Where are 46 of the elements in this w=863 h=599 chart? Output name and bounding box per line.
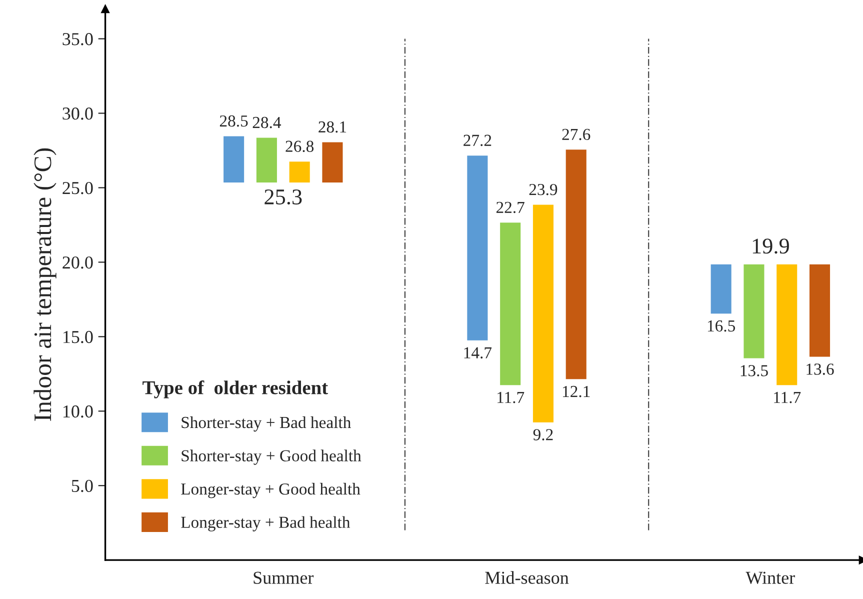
annotation: 25.3 xyxy=(264,190,302,205)
bar xyxy=(742,262,766,360)
legend-label: Shorter-stay + Bad health xyxy=(182,416,351,432)
annotation: 13.6 xyxy=(806,364,834,375)
annotation: 13.5 xyxy=(740,365,768,376)
y-tick-label: 5.0 xyxy=(72,480,93,492)
bar xyxy=(498,221,522,386)
bar xyxy=(709,262,733,316)
annotation: 11.7 xyxy=(498,392,524,404)
y-tick-label: 30.0 xyxy=(62,108,93,120)
bar xyxy=(466,154,490,342)
annotation: 12.1 xyxy=(563,386,590,398)
annotation: 28.1 xyxy=(318,121,346,133)
legend-label: Longer-stay + Bad health xyxy=(181,516,350,532)
legend-title: Type of older resident xyxy=(142,380,328,398)
bar xyxy=(222,134,246,184)
annotation: 16.5 xyxy=(708,320,736,332)
annotation: 22.7 xyxy=(496,202,524,214)
y-axis-title: Indoor air temperature (°C) xyxy=(34,148,56,421)
bar xyxy=(808,262,832,358)
y-tick-label: 15.0 xyxy=(63,330,93,344)
bar xyxy=(320,140,344,184)
x-tick-label: Summer xyxy=(254,572,314,584)
y-tick-label: 25.0 xyxy=(62,182,93,194)
annotation: 14.7 xyxy=(464,347,492,358)
annotation: 27.6 xyxy=(562,128,590,140)
annotation: 27.2 xyxy=(464,134,492,146)
bar xyxy=(288,160,312,184)
bar xyxy=(775,262,799,386)
bar xyxy=(564,148,588,381)
y-tick-label: 35.0 xyxy=(62,33,93,46)
bar xyxy=(255,136,278,184)
annotation: 23.9 xyxy=(529,184,558,196)
legend-label: Shorter-stay + Good health xyxy=(182,450,362,465)
annotation: 9.2 xyxy=(533,429,553,440)
x-tick-label: Winter xyxy=(746,572,795,584)
annotation: 11.7 xyxy=(774,392,801,404)
y-tick-label: 10.0 xyxy=(63,405,93,418)
annotation: 28.5 xyxy=(220,115,248,127)
legend-label: Longer-stay + Good health xyxy=(181,482,360,498)
bar xyxy=(532,203,555,424)
y-tick-label: 20.0 xyxy=(62,256,93,269)
annotation: 28.4 xyxy=(252,116,282,128)
annotation: 26.8 xyxy=(286,140,314,152)
annotation: 19.9 xyxy=(752,238,789,254)
x-tick-label: Mid-season xyxy=(485,571,569,584)
